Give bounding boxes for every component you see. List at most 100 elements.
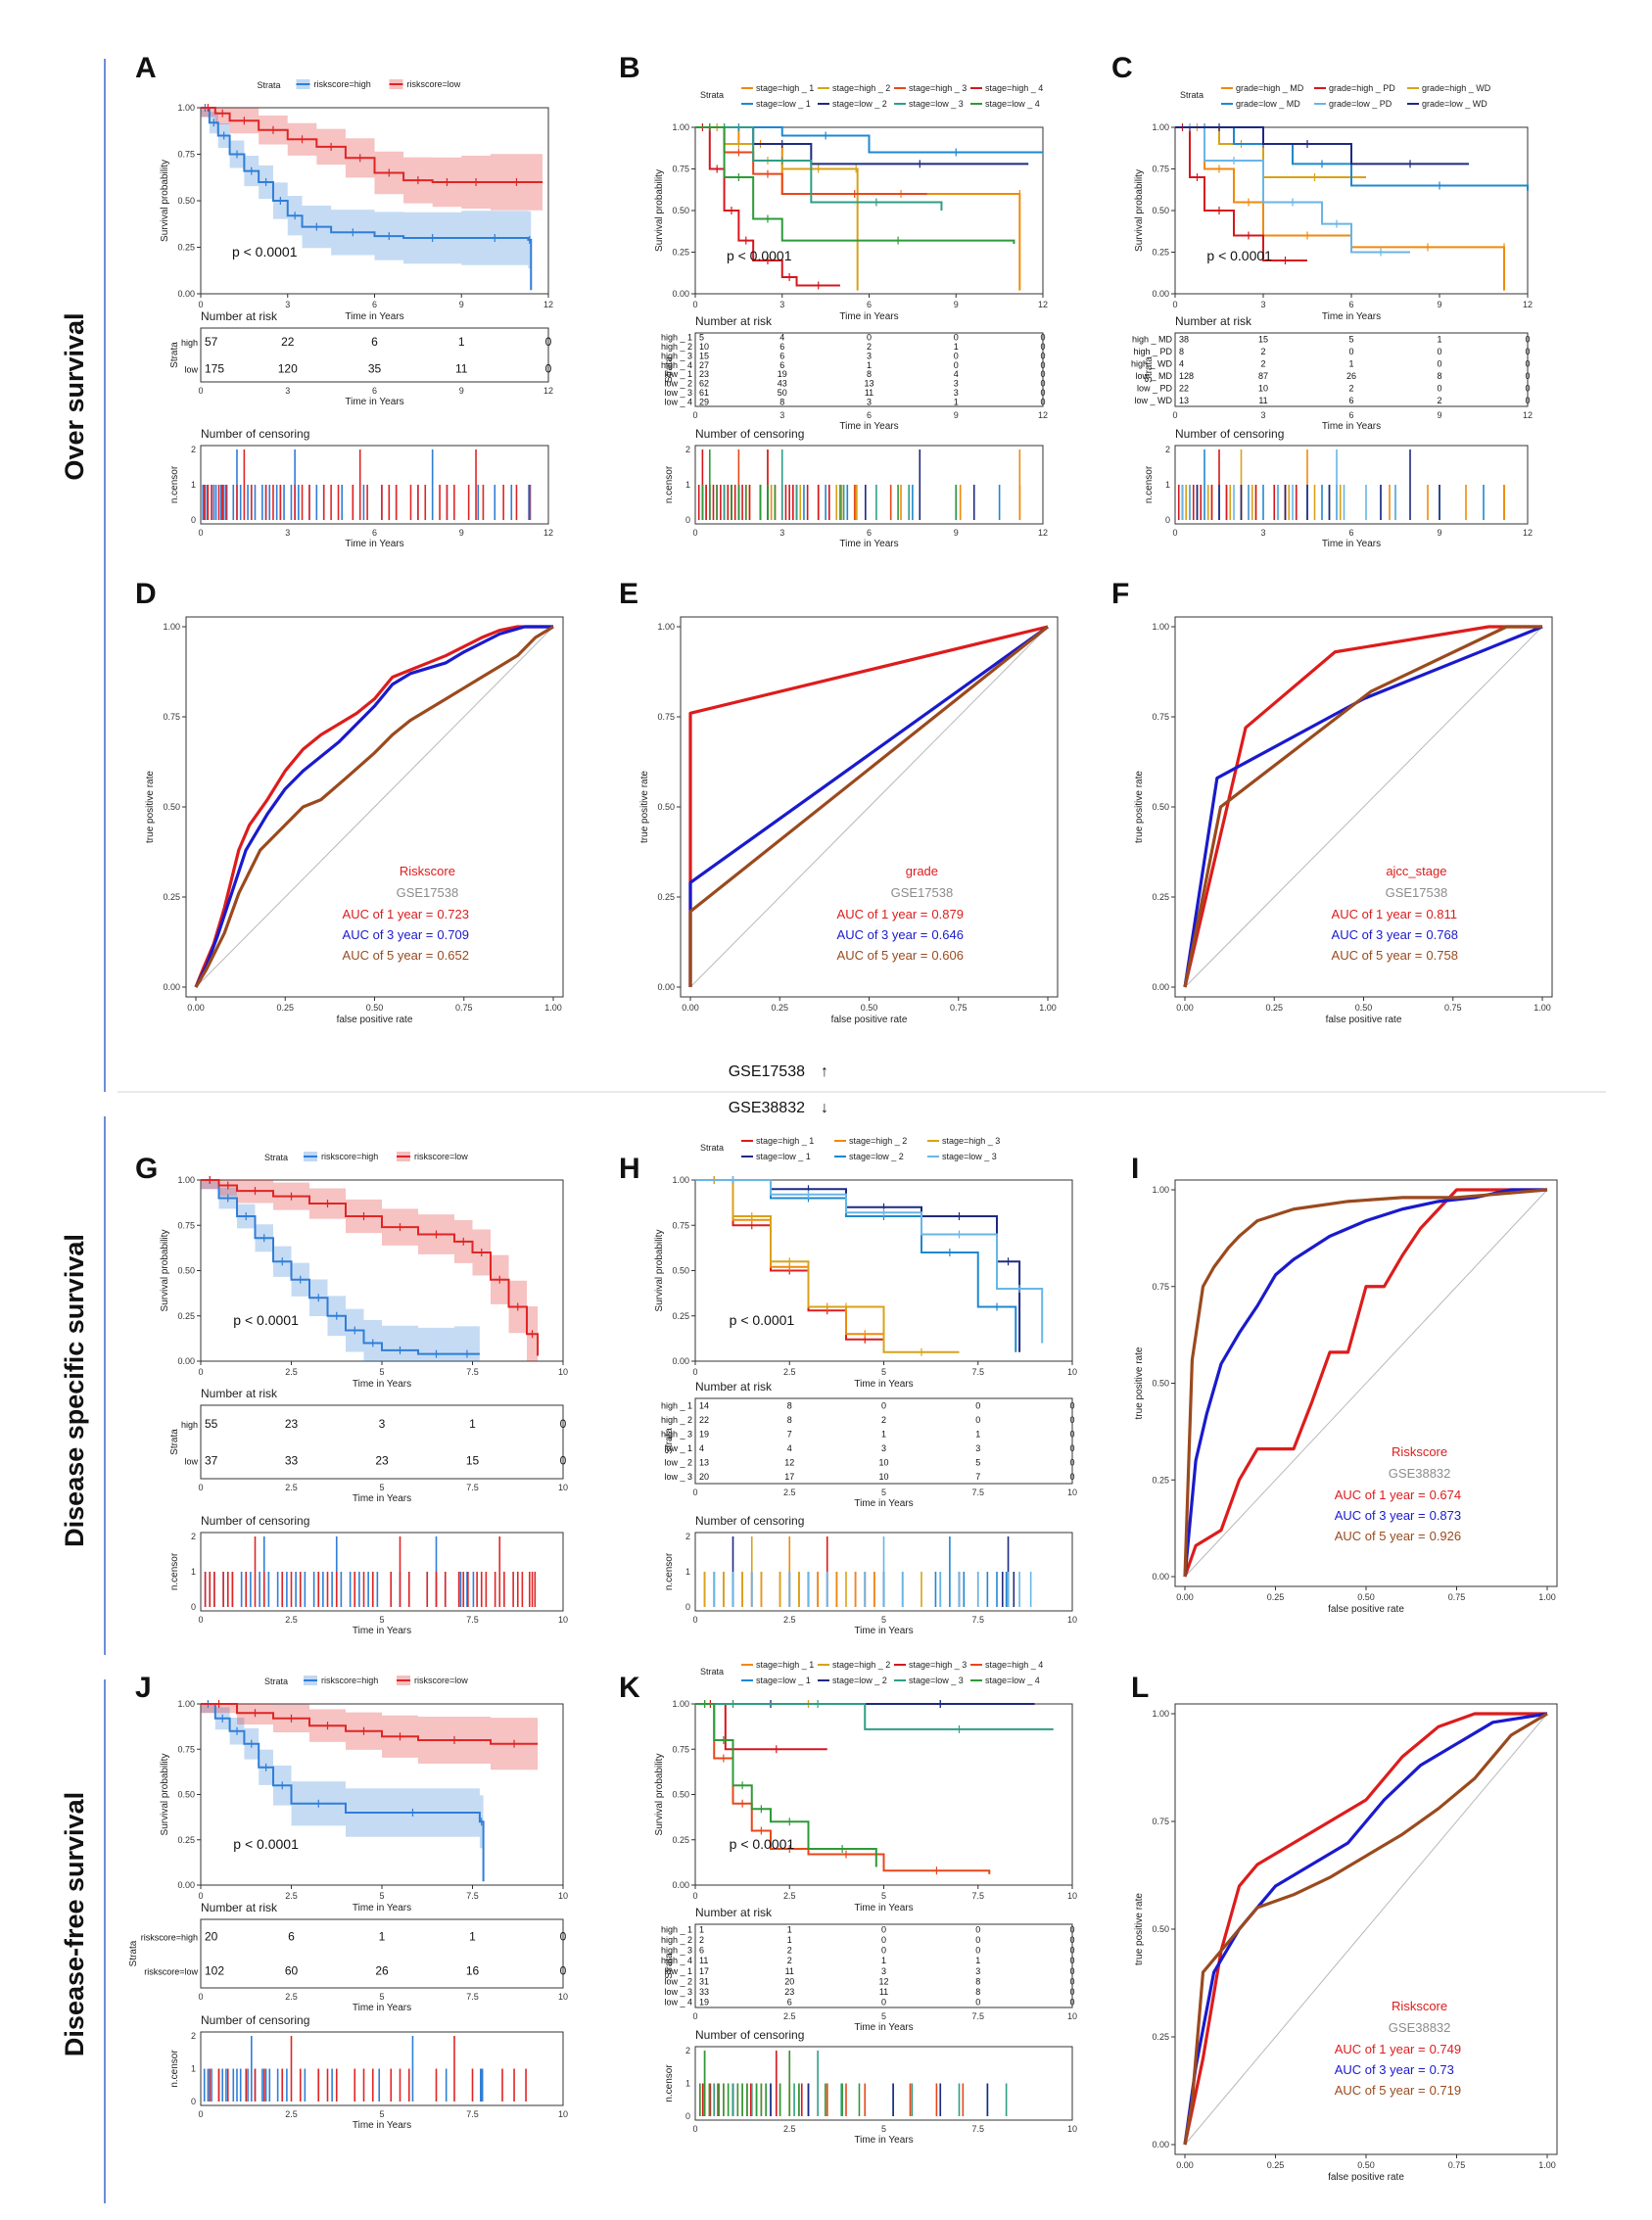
x-tick-label: 0.25 (1267, 2160, 1285, 2170)
x-tick-label: 1.00 (1534, 1003, 1551, 1013)
risk-count: 0 (1525, 358, 1530, 368)
risk-count: 3 (881, 1966, 886, 1976)
censor-x-tick-label: 0 (692, 2124, 697, 2134)
survival-curve (201, 1703, 485, 1882)
auc-value: 0.879 (931, 907, 964, 921)
risk-count: 5 (699, 333, 704, 343)
y-tick-label: 0.75 (177, 1744, 195, 1754)
risk-count: 2 (787, 1946, 792, 1956)
risk-strata-label: high _ 2 (661, 1415, 692, 1425)
risk-x-tick-label: 0 (692, 410, 697, 420)
auc-value: 0.768 (1426, 927, 1458, 942)
x-tick-label: 6 (372, 300, 377, 309)
censor-x-tick-label: 2.5 (285, 2109, 298, 2119)
censor-y-tick-label: 2 (685, 2046, 690, 2055)
risk-count: 3 (954, 379, 959, 389)
risk-x-tick-label: 3 (779, 410, 784, 420)
risk-x-tick-label: 2.5 (285, 1992, 298, 2002)
risk-count: 0 (881, 1998, 886, 2007)
censor-x-tick-label: 3 (779, 528, 784, 538)
risk-x-tick-label: 9 (1437, 410, 1441, 420)
risk-count: 6 (779, 360, 784, 370)
legend-entry: stage=low _ 2 (832, 1676, 887, 1685)
censor-y-tick-label: 0 (191, 2097, 196, 2106)
y-tick-label: 0.25 (672, 248, 689, 258)
risk-strata-label: low _ MD (1135, 371, 1172, 381)
y-tick-label: 0.50 (177, 196, 195, 206)
legend-entry: riskscore=low (414, 1676, 468, 1685)
y-tick-label: 0.50 (177, 1790, 195, 1800)
censor-x-tick-label: 3 (285, 528, 290, 538)
y-tick-label: 1.00 (1152, 1185, 1169, 1195)
legend-entry: stage=low _ 4 (985, 1676, 1040, 1685)
x-tick-label: 6 (1348, 300, 1353, 309)
risk-count: 29 (699, 397, 709, 406)
dataset-arrow-up: ↑ (821, 1063, 828, 1080)
risk-strata-label: high _ 3 (661, 1429, 692, 1439)
row-label-disease-specific: Disease specific survival (60, 1234, 89, 1547)
risk-table-frame (694, 332, 1044, 407)
censor-x-tick-label: 6 (372, 528, 377, 538)
risk-table-title: Number at risk (695, 1906, 773, 1919)
risk-count: 0 (1437, 383, 1441, 393)
censor-x-tick-label: 7.5 (971, 2124, 984, 2134)
y-tick-label: 0.50 (1152, 206, 1169, 215)
risk-count: 6 (779, 351, 784, 360)
risk-count: 1 (975, 1956, 980, 1965)
censor-x-tick-label: 7.5 (971, 1615, 984, 1625)
roc-diagonal (1184, 1189, 1548, 1578)
x-tick-label: 10 (1067, 1367, 1077, 1377)
risk-x-tick-label: 7.5 (971, 1488, 984, 1497)
x-tick-label: 0.50 (1357, 1592, 1375, 1602)
risk-x-tick-label: 0 (198, 1483, 203, 1492)
y-tick-label: 0.25 (1152, 1475, 1169, 1485)
legend-entry: stage=high _ 1 (756, 1660, 814, 1670)
risk-count: 0 (867, 333, 872, 343)
risk-strata-axis: Strata (128, 1940, 139, 1966)
risk-count: 4 (1179, 358, 1184, 368)
roc-legend-title: Riskscore (1392, 1444, 1447, 1459)
risk-strata-label: high _ WD (1131, 358, 1173, 368)
risk-count: 0 (1437, 347, 1441, 356)
x-tick-label: 0 (198, 300, 203, 309)
risk-count: 2 (1260, 358, 1265, 368)
y-tick-label: 0.25 (163, 892, 180, 902)
risk-count: 0 (1040, 342, 1045, 352)
confidence-band (201, 108, 543, 213)
x-tick-label: 3 (1260, 300, 1265, 309)
risk-x-tick-label: 7.5 (466, 1483, 479, 1492)
legend-entry: stage=low _ 2 (849, 1152, 904, 1161)
panel-label: I (1131, 1153, 1139, 1185)
roc-dataset-label: GSE38832 (1389, 1466, 1451, 1481)
risk-count: 8 (779, 397, 784, 406)
risk-count: 0 (1525, 334, 1530, 344)
figure-frame: Over survival Disease specific survival … (60, 59, 1606, 2203)
x-axis-title: Time in Years (353, 1903, 411, 1913)
roc-curve (1183, 1188, 1547, 1578)
x-axis-title: false positive rate (1328, 1604, 1404, 1615)
risk-x-tick-label: 6 (372, 386, 377, 396)
risk-count: 0 (975, 1415, 980, 1425)
roc-curve (1183, 1188, 1547, 1578)
y-tick-label: 1.00 (177, 103, 195, 113)
y-tick-label: 0.75 (1152, 1817, 1169, 1826)
risk-x-tick-label: 10 (1067, 2011, 1077, 2021)
panel-label: F (1111, 578, 1129, 610)
risk-x-tick-label: 5 (881, 2011, 886, 2021)
legend-title: Strata (264, 1153, 288, 1162)
x-tick-label: 0 (692, 1891, 697, 1901)
legend-entry: stage=low _ 3 (909, 1676, 964, 1685)
risk-x-tick-label: 9 (459, 386, 464, 396)
censor-y-tick-label: 1 (191, 1567, 196, 1577)
censor-x-tick-label: 0 (198, 1615, 203, 1625)
censor-y-tick-label: 1 (685, 480, 690, 490)
x-tick-label: 1.00 (1538, 1592, 1556, 1602)
censoring-title: Number of censoring (1175, 427, 1284, 441)
legend-entry: grade=low _ MD (1236, 99, 1300, 109)
risk-count: 1 (458, 335, 465, 349)
risk-count: 11 (785, 1966, 794, 1976)
x-tick-label: 0 (692, 300, 697, 309)
x-tick-label: 0 (198, 1367, 203, 1377)
y-tick-label: 0.25 (657, 892, 675, 902)
risk-x-tick-label: 0 (1172, 410, 1177, 420)
